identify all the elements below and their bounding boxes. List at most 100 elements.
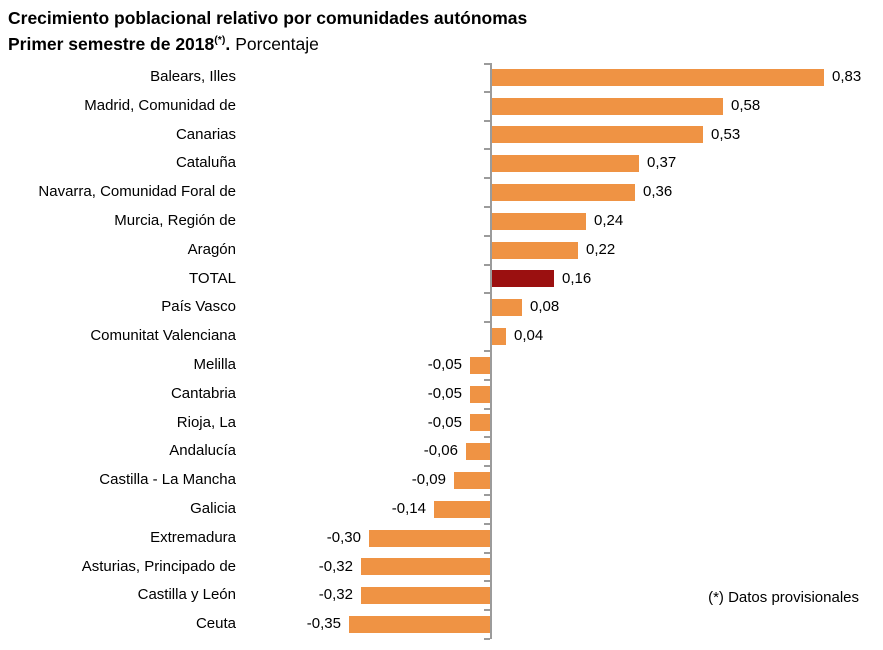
axis-tick [484,292,490,294]
category-label: Cataluña [175,154,236,172]
category-label: Navarra, Comunidad Foral de [38,183,236,201]
category-label: Ceuta [195,615,236,633]
category-label: Aragón [187,240,236,258]
bar [490,270,554,288]
value-label: 0,83 [832,68,862,85]
value-label: -0,05 [427,413,462,431]
value-label: -0,35 [306,615,341,633]
value-label: -0,05 [427,356,462,373]
value-label: 0,08 [530,298,560,316]
chart-row: Aragón 0,22 [0,236,883,265]
chart-row: Navarra, Comunidad Foral de 0,36 [0,178,883,207]
chart-row: Asturias, Principado de -0,32 [0,553,883,582]
bar [490,155,639,173]
axis-tick [484,235,490,237]
axis-tick [484,580,490,582]
category-label: Castilla y León [137,586,236,604]
chart-row: Melilla -0,05 [0,351,883,380]
bar [470,356,490,374]
chart-row: TOTAL 0,16 [0,265,883,294]
axis-tick [484,63,490,65]
axis-tick [484,350,490,352]
bar-chart: Balears, Illes 0,83 Madrid, Comunidad de 0,… [0,63,883,640]
subtitle-regular: Porcentaje [235,34,319,54]
bar [490,212,586,230]
category-label: Balears, Illes [150,68,236,85]
bar [490,126,703,144]
bar [490,97,723,115]
axis-tick [484,552,490,554]
axis-tick [484,120,490,122]
chart-row: Castilla y León -0,32 [0,581,883,610]
value-label: 0,04 [514,327,544,345]
bar [490,68,824,86]
chart-row: Murcia, Región de 0,24 [0,207,883,236]
axis-tick [484,609,490,611]
axis-tick [484,264,490,266]
chart-row: Cataluña 0,37 [0,149,883,178]
footnote: (*) Datos provisionales [708,589,859,606]
page-subtitle: Primer semestre de 2018(*). Porcentaje [8,31,527,57]
chart-row: Comunitat Valenciana 0,04 [0,322,883,351]
bar [490,241,578,259]
axis-tick [484,206,490,208]
chart-row: Canarias 0,53 [0,121,883,150]
category-label: Murcia, Región de [114,212,236,229]
value-label: -0,32 [318,557,353,575]
bar [369,529,490,547]
axis-tick [484,321,490,323]
chart-row: País Vasco 0,08 [0,293,883,322]
value-label: 0,22 [586,240,616,258]
chart-row: Ceuta -0,35 [0,610,883,639]
title-text: Crecimiento poblacional relativo por com… [8,8,528,28]
bar [349,616,490,634]
category-label: Rioja, La [176,413,236,431]
category-label: País Vasco [161,298,236,316]
value-label: -0,05 [427,384,462,402]
category-label: TOTAL [189,269,236,287]
axis-tick [484,379,490,381]
axis-tick [484,148,490,150]
value-label: 0,58 [731,96,761,114]
axis-tick [484,408,490,410]
bar [361,587,490,605]
value-label: -0,09 [411,471,446,489]
value-label: -0,14 [391,500,426,517]
bar [470,385,490,403]
value-label: -0,06 [423,442,458,460]
value-label: 0,16 [562,269,592,287]
value-label: -0,32 [318,586,353,604]
bar [490,299,522,317]
category-label: Asturias, Principado de [81,557,236,575]
category-label: Madrid, Comunidad de [84,96,236,114]
subtitle-period: . [225,34,231,54]
bar [434,500,490,518]
chart-row: Extremadura -0,30 [0,524,883,553]
bar [361,558,490,576]
category-label: Canarias [175,125,236,143]
subtitle-bold: Primer semestre de 2018 [8,34,215,54]
category-label: Galicia [190,500,236,517]
axis-tick [484,523,490,525]
category-label: Extremadura [150,528,236,546]
chart-row: Castilla - La Mancha -0,09 [0,466,883,495]
bar [490,328,506,346]
bar [490,184,635,202]
axis-tick [484,638,490,640]
category-label: Cantabria [170,384,236,402]
axis-line [490,63,492,639]
value-label: 0,53 [711,125,741,143]
category-label: Comunitat Valenciana [90,327,236,345]
bar [466,443,490,461]
chart-row: Andalucía -0,06 [0,437,883,466]
category-label: Melilla [193,356,236,373]
axis-tick [484,436,490,438]
bar [470,414,490,432]
bar [454,472,490,490]
chart-header: Crecimiento poblacional relativo por com… [8,5,527,57]
value-label: 0,36 [643,183,673,201]
value-label: 0,37 [647,154,677,172]
axis-tick [484,91,490,93]
value-label: 0,24 [594,212,624,229]
